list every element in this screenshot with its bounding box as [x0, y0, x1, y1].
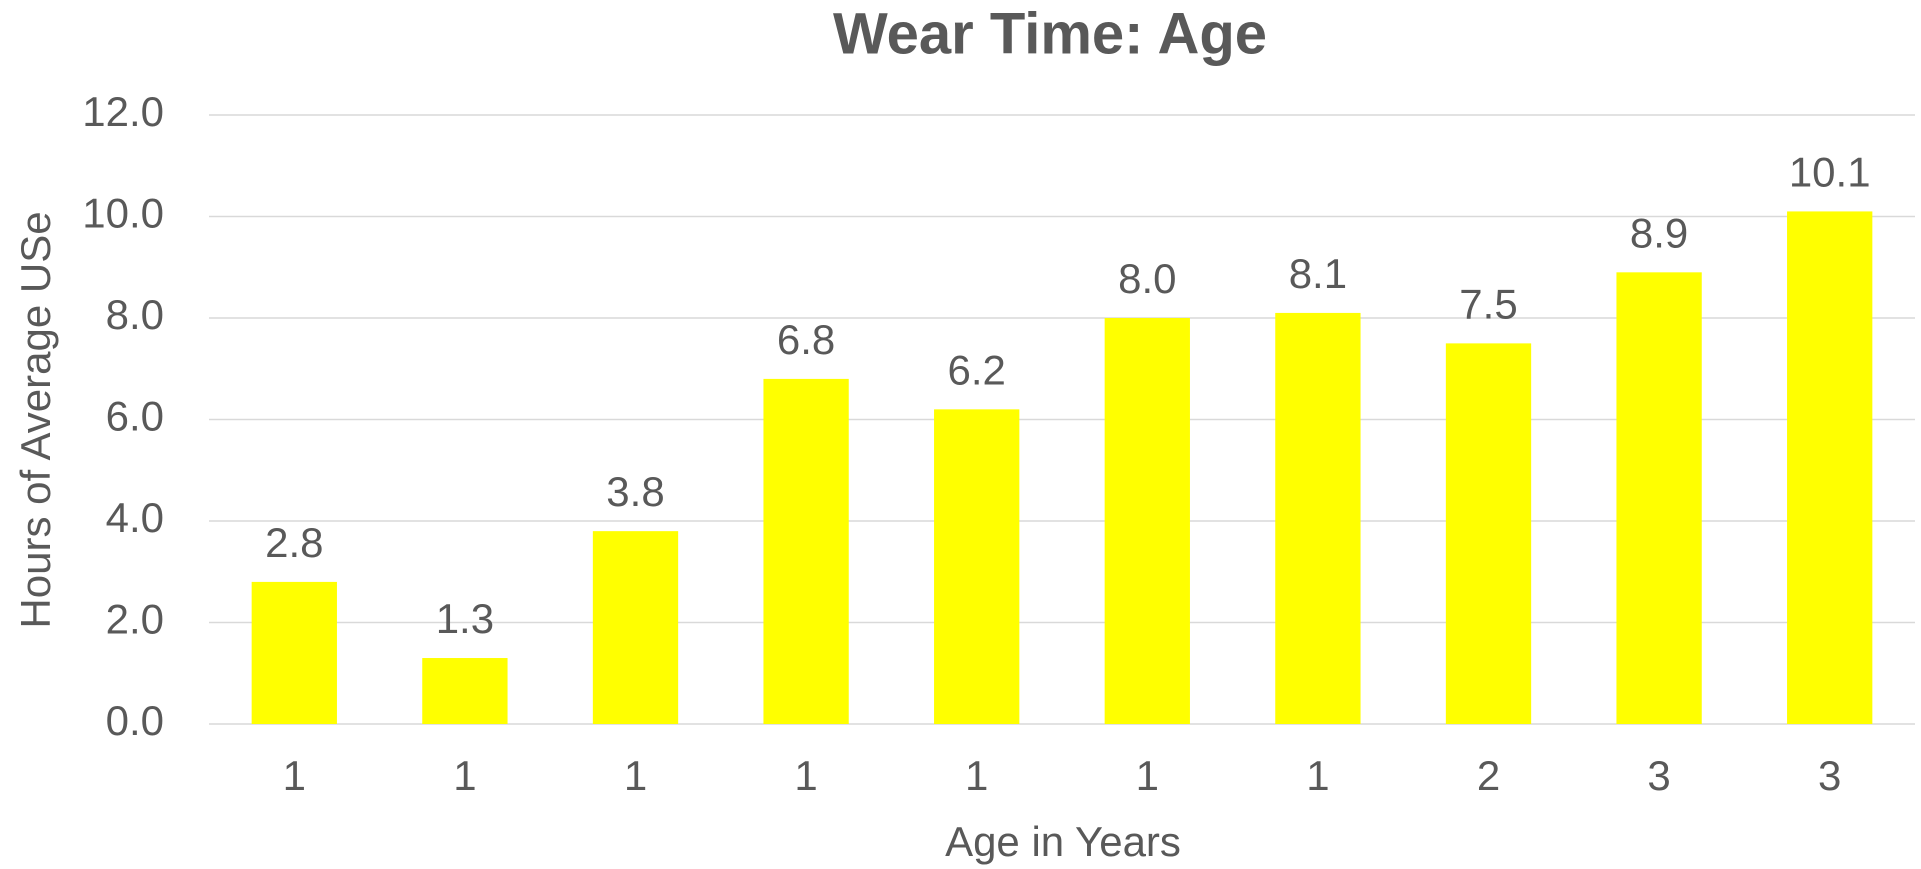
y-tick-label: 0.0	[106, 697, 164, 744]
x-tick-label: 1	[624, 752, 647, 799]
y-tick-label: 8.0	[106, 291, 164, 338]
data-label: 3.8	[606, 468, 664, 515]
bar	[422, 658, 508, 724]
y-tick-label: 2.0	[106, 596, 164, 643]
data-label: 8.0	[1118, 255, 1176, 302]
x-tick-label: 1	[453, 752, 476, 799]
bar	[934, 409, 1020, 724]
bar	[1616, 272, 1702, 724]
y-tick-label: 12.0	[82, 88, 164, 135]
y-tick-label: 4.0	[106, 494, 164, 541]
bar	[1787, 211, 1873, 725]
y-tick-label: 10.0	[82, 190, 164, 237]
bar	[1445, 343, 1532, 724]
data-label: 6.8	[777, 316, 835, 363]
x-tick-label: 3	[1818, 752, 1841, 799]
bar	[1104, 318, 1190, 724]
data-label: 7.5	[1459, 280, 1517, 327]
bar	[1275, 312, 1361, 724]
data-label: 2.8	[265, 519, 323, 566]
x-tick-label: 1	[794, 752, 817, 799]
x-axis-label: Age in Years	[945, 818, 1181, 865]
x-tick-label: 2	[1477, 752, 1500, 799]
data-label: 1.3	[436, 595, 494, 642]
chart-title: Wear Time: Age	[833, 1, 1267, 66]
bar	[592, 531, 679, 724]
y-axis-label: Hours of Average USe	[12, 211, 59, 628]
x-tick-label: 3	[1647, 752, 1670, 799]
bar	[763, 378, 849, 724]
data-label: 8.1	[1289, 250, 1347, 297]
bar	[251, 581, 337, 724]
data-label: 6.2	[948, 346, 1006, 393]
x-tick-label: 1	[1306, 752, 1329, 799]
y-tick-label: 6.0	[106, 393, 164, 440]
x-tick-label: 1	[965, 752, 988, 799]
data-label: 8.9	[1630, 209, 1688, 256]
x-tick-label: 1	[283, 752, 306, 799]
x-tick-label: 1	[1136, 752, 1159, 799]
data-label: 10.1	[1789, 149, 1871, 196]
